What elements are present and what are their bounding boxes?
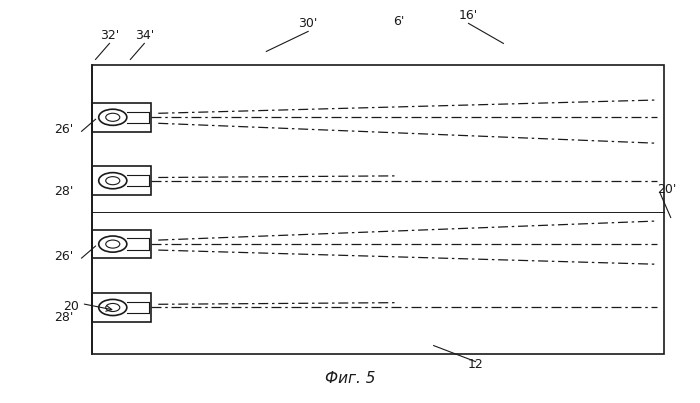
Text: 12: 12 — [468, 357, 484, 371]
Bar — [92, 103, 151, 132]
Text: 28': 28' — [55, 185, 74, 198]
Text: 20: 20 — [63, 299, 79, 313]
Text: 30': 30' — [298, 17, 318, 30]
Text: 20': 20' — [657, 183, 677, 197]
Text: 6': 6' — [393, 15, 405, 28]
Text: 26': 26' — [55, 123, 74, 136]
Text: 16': 16' — [459, 9, 478, 23]
Bar — [92, 65, 664, 353]
Text: 26': 26' — [55, 250, 74, 263]
Text: 32': 32' — [100, 29, 119, 42]
Bar — [92, 230, 151, 258]
Text: Фиг. 5: Фиг. 5 — [325, 371, 375, 386]
Text: 28': 28' — [55, 312, 74, 324]
Bar — [92, 166, 151, 195]
Bar — [92, 293, 151, 322]
Text: 34': 34' — [134, 29, 154, 42]
